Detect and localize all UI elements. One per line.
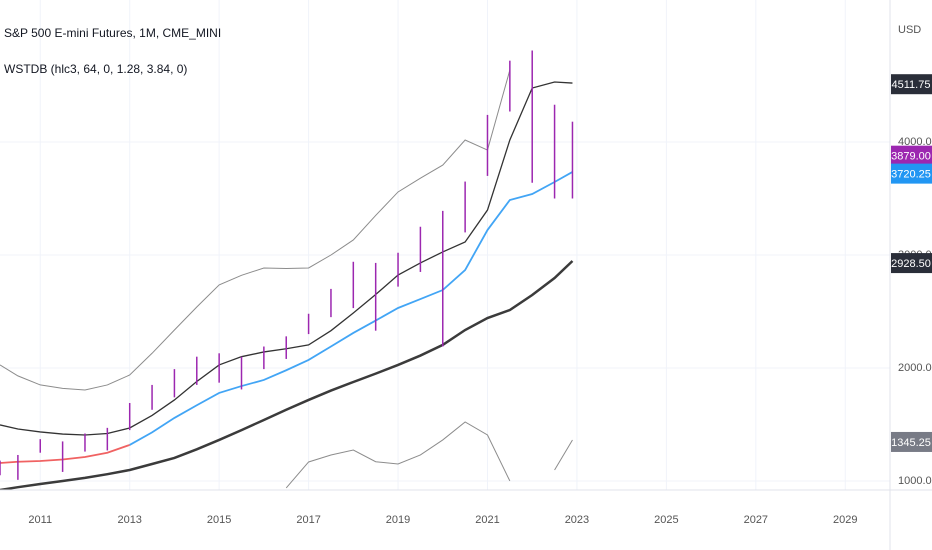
price-label-box — [891, 431, 932, 452]
x-tick-label: 2013 — [117, 514, 141, 526]
price-label: 4511.75 — [892, 79, 931, 91]
series-line — [0, 260, 574, 490]
y-tick-label: 1000.00 — [898, 475, 932, 487]
price-label: 3879.00 — [891, 151, 931, 163]
series-line — [129, 171, 573, 446]
price-label-box — [891, 74, 932, 95]
plot-area — [0, 50, 574, 490]
price-label: 3720.25 — [891, 169, 931, 181]
x-tick-label: 2027 — [744, 514, 768, 526]
chart-title: S&P 500 E-mini Futures, 1M, CME_MINI — [4, 26, 221, 40]
x-tick-label: 2025 — [654, 514, 678, 526]
x-tick-label: 2017 — [296, 514, 320, 526]
price-label-box — [891, 145, 932, 166]
y-axis-label: USD — [898, 24, 921, 36]
x-tick-label: 2021 — [475, 514, 499, 526]
series-line — [0, 69, 511, 391]
y-tick-label: 2000.00 — [898, 362, 932, 374]
y-tick-label: 4000.00 — [898, 136, 932, 148]
x-tick-label: 2011 — [28, 514, 52, 526]
x-tick-label: 2029 — [833, 514, 857, 526]
price-label-box — [891, 253, 932, 274]
indicator-label: WSTDB (hlc3, 64, 0, 1.28, 3.84, 0) — [4, 62, 187, 76]
price-label: 2928.50 — [891, 258, 931, 270]
series-line — [285, 421, 573, 489]
x-tick-label: 2019 — [386, 514, 410, 526]
series-line — [0, 444, 130, 464]
price-label: 1345.25 — [891, 437, 931, 449]
price-label-box — [891, 163, 932, 184]
series-line — [0, 81, 573, 436]
grid — [0, 0, 890, 490]
x-tick-label: 2023 — [565, 514, 589, 526]
axes: 2011 2013 2015 2017 2019 2021 2023 2025 2027 2029… — [28, 74, 932, 526]
x-tick-label: 2015 — [207, 514, 231, 526]
